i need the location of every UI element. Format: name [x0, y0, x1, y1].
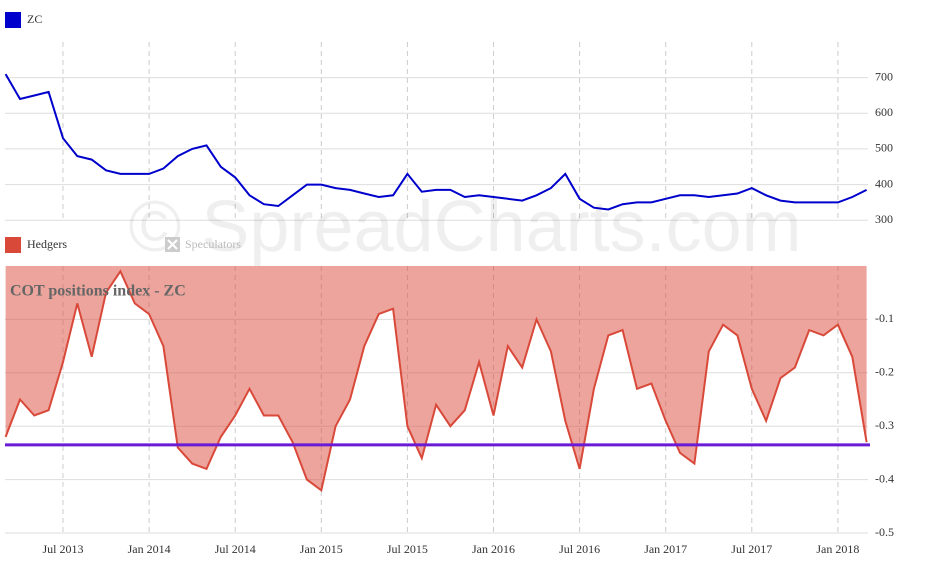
x-tick-label: Jul 2013 [42, 542, 83, 556]
x-tick-label: Jul 2014 [215, 542, 256, 556]
y-tick-label: 500 [875, 141, 893, 155]
area [5, 266, 867, 491]
y-tick-label: -0.2 [875, 365, 894, 379]
legend-swatch [5, 12, 21, 28]
y-tick-label: -0.1 [875, 311, 894, 325]
watermark: © SpreadCharts.com [128, 187, 801, 267]
legend-label: ZC [27, 12, 42, 26]
y-tick-label: 700 [875, 69, 893, 83]
x-tick-label: Jul 2017 [731, 542, 772, 556]
plot-layer: 300 400 500 600 700 ZC -0.1 -0.2 -0.3 -0.4 -0.5 Hed… [4, 12, 894, 556]
x-tick-label: Jan 2014 [128, 542, 171, 556]
y-tick-label: -0.4 [875, 471, 894, 485]
annotation: COT positions index - ZC [10, 283, 186, 300]
y-tick-label: -0.5 [875, 525, 894, 539]
x-tick-label: Jan 2018 [816, 542, 859, 556]
x-tick-label: Jul 2016 [559, 542, 600, 556]
y-tick-label: 300 [875, 212, 893, 226]
x-tick-label: Jul 2015 [387, 542, 428, 556]
hidden-legend-cross [167, 239, 178, 250]
line [4, 269, 868, 493]
legend-label[interactable]: Speculators [185, 237, 241, 251]
x-tick-label: Jan 2017 [644, 542, 687, 556]
y-tick-label: -0.3 [875, 418, 894, 432]
legend-label: Hedgers [27, 237, 67, 251]
y-tick-label: 600 [875, 105, 893, 119]
legend-swatch [5, 237, 21, 253]
y-tick-label: 400 [875, 176, 893, 190]
x-tick-label: Jan 2015 [300, 542, 343, 556]
line [4, 73, 868, 211]
x-tick-label: Jan 2016 [472, 542, 515, 556]
